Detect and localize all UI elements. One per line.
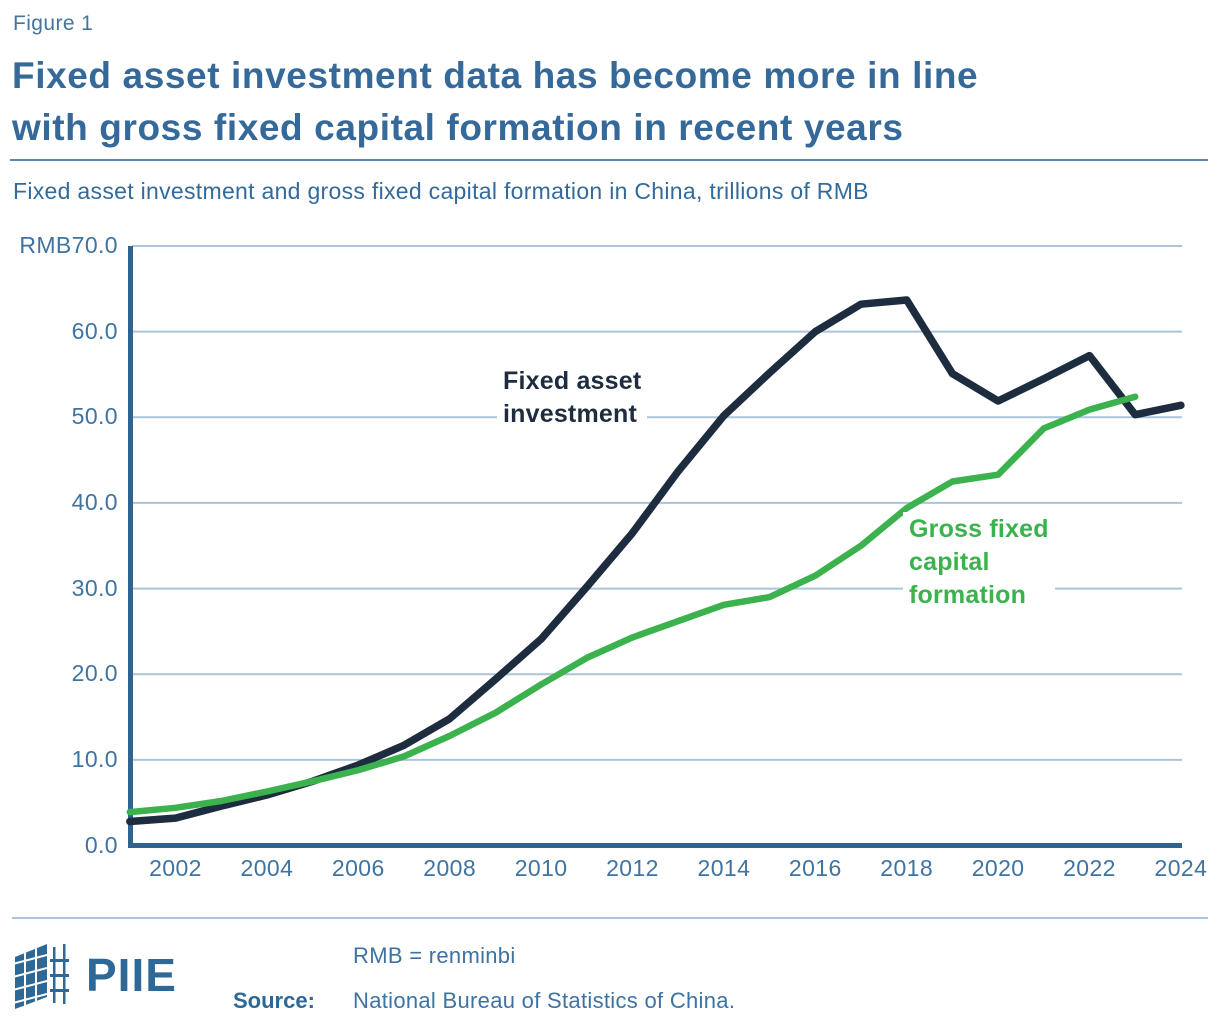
x-tick-label-2016: 2016 xyxy=(788,855,842,881)
series-label-fixed-asset-investment: Fixed asset investment xyxy=(497,364,648,432)
y-tick-label-30.0: 30.0 xyxy=(71,574,118,601)
title-divider xyxy=(10,159,1208,161)
y-tick-label-60.0: 60.0 xyxy=(71,317,118,344)
y-tick-label-10.0: 10.0 xyxy=(71,745,118,772)
piie-logo: PIIE xyxy=(13,941,177,1009)
series-label-gross-fixed-capital-formation: Gross fixed capital formation xyxy=(903,512,1055,613)
x-tick-label-2020: 2020 xyxy=(971,855,1025,881)
y-tick-label-RMB70.0: RMB70.0 xyxy=(19,231,118,258)
x-tick-label-2008: 2008 xyxy=(423,855,477,881)
source-label: Source: xyxy=(233,988,315,1013)
x-tick-label-2010: 2010 xyxy=(514,855,568,881)
data-line-gross-fixed-capital-formation xyxy=(126,393,1139,816)
y-axis-line xyxy=(128,246,133,848)
footer-divider xyxy=(12,917,1208,919)
figure-subtitle: Fixed asset investment and gross fixed c… xyxy=(13,178,869,204)
y-tick-label-20.0: 20.0 xyxy=(71,660,118,687)
x-tick-label-2002: 2002 xyxy=(149,855,202,881)
x-tick-label-2022: 2022 xyxy=(1063,855,1116,881)
y-tick-label-40.0: 40.0 xyxy=(71,488,118,515)
x-tick-label-2004: 2004 xyxy=(240,855,294,881)
piie-logo-text: PIIE xyxy=(86,949,177,1001)
x-tick-label-2012: 2012 xyxy=(606,855,659,881)
y-tick-label-50.0: 50.0 xyxy=(71,403,118,430)
x-axis-line xyxy=(128,843,1182,848)
x-tick-label-2006: 2006 xyxy=(331,855,385,881)
y-tick-label-0.0: 0.0 xyxy=(84,831,118,858)
figure-title: Fixed asset investment data has become m… xyxy=(12,55,979,148)
footnote-rmb: RMB = renminbi xyxy=(353,943,516,968)
figure-number-label: Figure 1 xyxy=(13,12,94,35)
x-tick-label-2014: 2014 xyxy=(697,855,751,881)
x-tick-label-2018: 2018 xyxy=(880,855,934,881)
piie-logo-icon xyxy=(15,944,69,1009)
source-text: National Bureau of Statistics of China. xyxy=(353,988,736,1013)
x-tick-label-2024: 2024 xyxy=(1154,855,1208,881)
